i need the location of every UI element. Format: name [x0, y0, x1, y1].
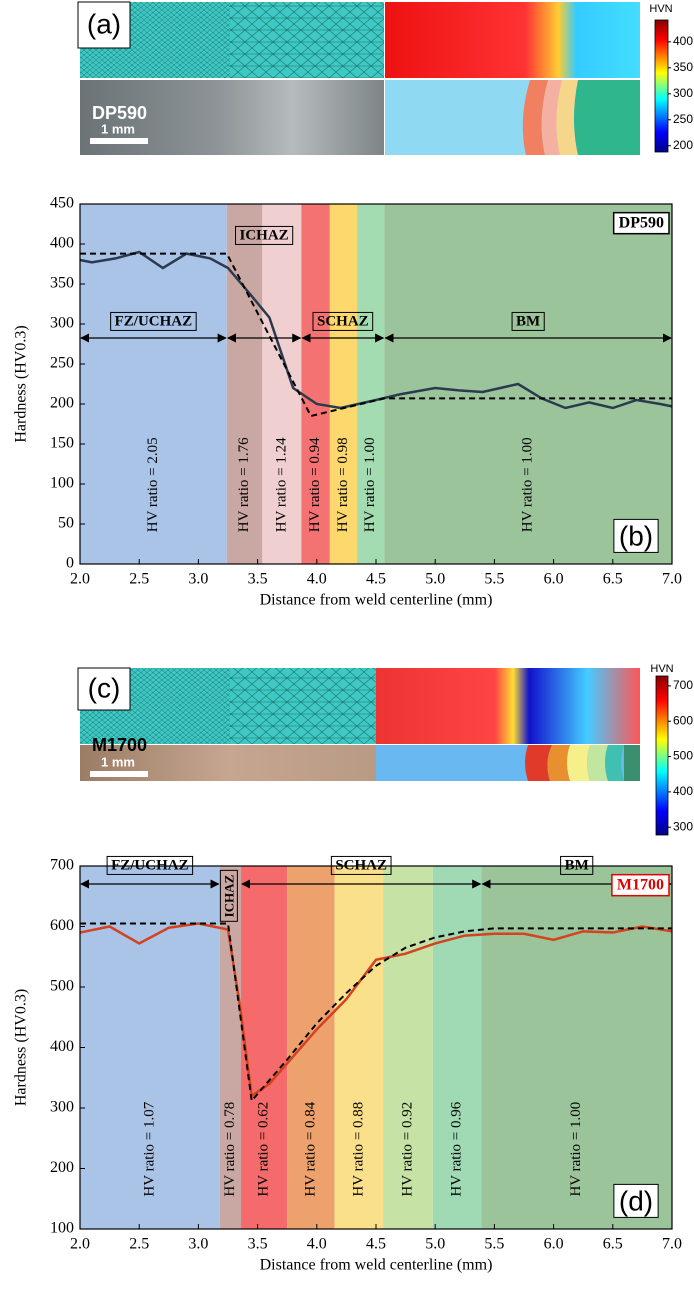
x-tick-label: 5.5: [484, 571, 504, 588]
region-label: ICHAZ: [221, 874, 236, 917]
scale-bar-label: 1 mm: [101, 121, 135, 136]
material-tag: DP590: [619, 215, 664, 232]
panel-a-image: (a) DP590 1 mm HVN: [78, 2, 673, 155]
x-tick-label: 7.0: [662, 571, 682, 588]
x-tick-label: 2.0: [70, 1236, 90, 1253]
material-tag: M1700: [617, 877, 664, 894]
region-label: BM: [516, 313, 540, 329]
y-tick-label: 350: [50, 275, 74, 292]
hv-ratio-label: HV ratio = 1.24: [273, 437, 289, 532]
hv-ratio-label: HV ratio = 1.07: [141, 1101, 157, 1196]
region-label: SCHAZ: [317, 313, 369, 329]
hv-ratio-label: HV ratio = 1.00: [520, 437, 536, 532]
region-label: FZ/UCHAZ: [115, 313, 193, 329]
scale-bar-label: 1 mm: [101, 754, 135, 769]
x-tick-label: 3.5: [248, 571, 268, 588]
x-tick-label: 6.0: [544, 1236, 564, 1253]
panel-label: (b): [619, 520, 653, 551]
page: {"panels":[ {"label":"(a)","material":"D…: [0, 0, 694, 1289]
colorbar-tick-label: 350: [673, 60, 693, 74]
x-tick-label: 3.0: [188, 571, 208, 588]
y-tick-label: 50: [58, 515, 74, 532]
colorbar-tick-label: 400: [673, 784, 693, 798]
x-tick-label: 2.5: [129, 1236, 149, 1253]
y-tick-label: 600: [50, 917, 74, 934]
x-axis-title: Distance from weld centerline (mm): [260, 592, 493, 609]
x-tick-label: 5.0: [425, 571, 445, 588]
hv-ratio-label: HV ratio = 0.78: [222, 1102, 238, 1197]
hv-ratio-label: HV ratio = 0.88: [350, 1102, 366, 1197]
y-tick-label: 500: [50, 978, 74, 995]
panel-label: (d): [619, 1185, 653, 1216]
x-tick-label: 3.5: [248, 1236, 268, 1253]
y-axis-title: Hardness (HV0.3): [13, 989, 30, 1106]
figure: (a) DP590 1 mm HVN (c) M1700 1 mm HVN 20…: [0, 0, 694, 1289]
x-tick-label: 4.0: [307, 1236, 327, 1253]
hv-ratio-label: HV ratio = 0.94: [307, 437, 323, 532]
x-tick-label: 6.5: [603, 1236, 623, 1253]
material-label: DP590: [92, 103, 147, 123]
colorbar-tick-label: 600: [673, 713, 693, 727]
y-tick-label: 400: [50, 1038, 74, 1055]
panel-c-image: (c) M1700 1 mm HVN: [78, 663, 674, 835]
y-axis-title: Hardness (HV0.3): [13, 325, 30, 442]
region-label: ICHAZ: [240, 227, 289, 243]
colorbar-tick-label: 300: [673, 86, 693, 100]
hv-ratio-label: HV ratio = 1.76: [236, 437, 252, 532]
y-tick-label: 100: [50, 1220, 74, 1237]
y-tick-label: 300: [50, 315, 74, 332]
panel-label: (a): [87, 8, 121, 39]
x-tick-label: 2.0: [70, 571, 90, 588]
colorbar-tick-label: 500: [673, 749, 693, 763]
hv-ratio-label: HV ratio = 1.00: [568, 1102, 584, 1197]
y-tick-label: 0: [66, 555, 74, 572]
colorbar-title: HVN: [650, 663, 673, 675]
x-tick-label: 7.0: [662, 1236, 682, 1253]
x-tick-label: 3.0: [188, 1236, 208, 1253]
panel-label: (c): [88, 672, 121, 703]
colorbar-tick-label: 250: [673, 112, 693, 126]
y-tick-label: 400: [50, 235, 74, 252]
y-tick-label: 700: [50, 857, 74, 874]
colorbar-title: HVN: [649, 3, 672, 15]
hv-ratio-label: HV ratio = 0.96: [449, 1101, 465, 1196]
chart: HV ratio = 1.07 HV ratio = 0.78 HV ratio =…: [13, 856, 682, 1273]
y-tick-label: 150: [50, 435, 74, 452]
x-tick-label: 5.5: [484, 1236, 504, 1253]
x-tick-label: 4.0: [307, 571, 327, 588]
hv-ratio-label: HV ratio = 0.98: [335, 437, 351, 532]
x-tick-label: 6.5: [603, 571, 623, 588]
hv-ratio-label: HV ratio = 2.05: [145, 437, 161, 532]
y-tick-label: 100: [50, 475, 74, 492]
chart: HV ratio = 2.05 HV ratio = 1.76 HV ratio =…: [13, 195, 682, 609]
y-tick-label: 200: [50, 395, 74, 412]
x-tick-label: 5.0: [425, 1236, 445, 1253]
colorbar-tick-label: 300: [673, 819, 693, 833]
x-tick-label: 4.5: [366, 571, 386, 588]
hv-ratio-label: HV ratio = 0.92: [399, 1102, 415, 1197]
hv-ratio-label: HV ratio = 0.62: [256, 1102, 272, 1197]
x-tick-label: 2.5: [129, 571, 149, 588]
x-tick-label: 6.0: [544, 571, 564, 588]
y-tick-label: 250: [50, 355, 74, 372]
y-tick-label: 450: [50, 195, 74, 212]
y-tick-label: 300: [50, 1099, 74, 1116]
material-label: M1700: [92, 735, 147, 755]
x-axis-title: Distance from weld centerline (mm): [260, 1257, 493, 1274]
colorbar-tick-label: 700: [673, 678, 693, 692]
hv-ratio-label: HV ratio = 0.84: [302, 1101, 318, 1196]
y-tick-label: 200: [50, 1159, 74, 1176]
colorbar-tick-label: 200: [673, 138, 693, 152]
hv-ratio-label: HV ratio = 1.00: [362, 437, 378, 532]
colorbar-tick-label: 400: [673, 34, 693, 48]
x-tick-label: 4.5: [366, 1236, 386, 1253]
